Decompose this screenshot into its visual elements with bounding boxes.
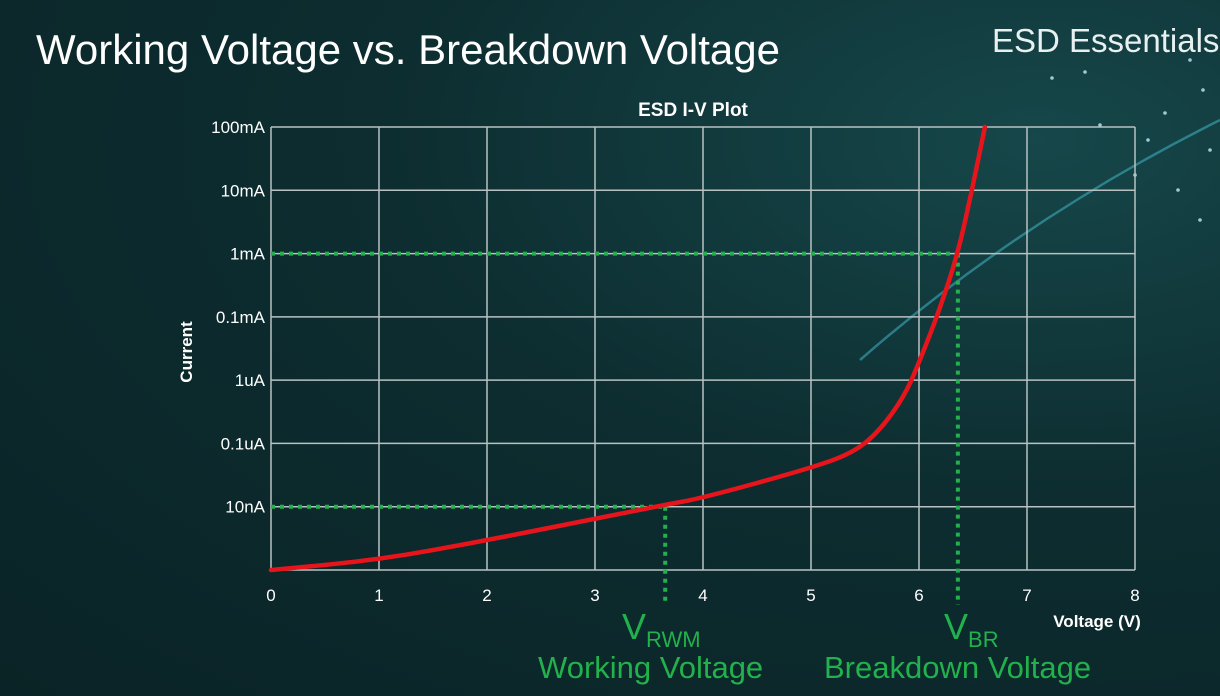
y-tick-label: 0.1mA [216,308,266,327]
y-tick-label: 1mA [230,245,266,264]
grid [270,126,1136,571]
sparkle-dot [1098,123,1102,127]
decorative-light-streak [859,118,1220,361]
x-tick-label: 5 [806,586,815,605]
y-tick-label: 10nA [225,498,265,517]
sparkle-dot [1208,148,1212,152]
sparkle-dot [1176,188,1180,192]
iv-curve-line [268,124,988,573]
sparkle-dot [1050,76,1054,80]
y-axis-label: Current [177,321,196,383]
vrwm-symbol: VRWM [622,606,701,652]
sparkle-dot [1083,70,1087,74]
sparkle-dot [1198,218,1202,222]
sparkle-dot [1188,58,1192,62]
x-tick-label: 4 [698,586,707,605]
sparkle-dot [1163,111,1167,115]
tick-labels: 0 1 2 3 4 5 6 7 8 10nA 0.1uA 1uA 0.1mA 1mA 10mA 100mA [211,118,1140,605]
x-axis-label: Voltage (V) [1053,612,1141,631]
y-tick-label: 1uA [235,371,266,390]
x-tick-label: 3 [590,586,599,605]
y-tick-label: 100mA [211,118,266,137]
x-tick-label: 2 [482,586,491,605]
chart-title: ESD I-V Plot [638,100,748,121]
vbr-symbol: VBR [944,606,999,652]
x-tick-label: 0 [266,586,275,605]
slide-title: Working Voltage vs. Breakdown Voltage [36,26,781,73]
y-tick-label: 10mA [221,181,266,200]
x-tick-label: 6 [914,586,923,605]
guide-lines [271,251,960,605]
sparkle-dot [1146,138,1150,142]
x-tick-label: 7 [1022,586,1031,605]
sparkle-dot [1201,88,1205,92]
vrwm-label: Working Voltage [538,650,764,685]
x-tick-label: 8 [1130,586,1139,605]
decoration-sparkles [859,58,1220,361]
brand-logo-text: ESD Essentials [992,22,1220,59]
vbr-label: Breakdown Voltage [824,650,1092,685]
curve-group [268,124,988,573]
x-tick-label: 1 [374,586,383,605]
y-tick-label: 0.1uA [221,434,266,453]
